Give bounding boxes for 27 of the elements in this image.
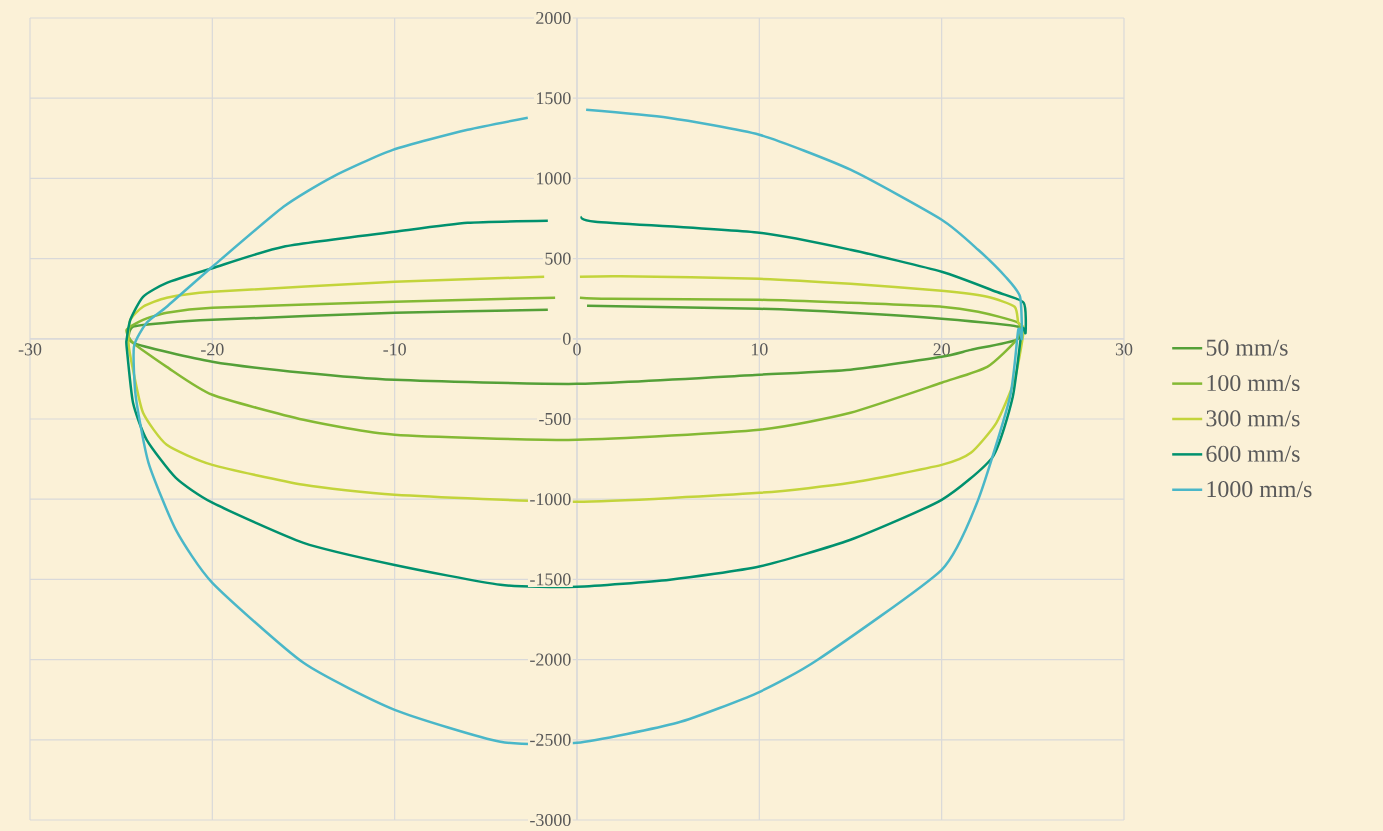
y-tick-label: -1000 — [530, 493, 571, 506]
line-series — [132, 108, 1024, 746]
x-tick-label: 0 — [573, 343, 581, 356]
legend-label: 100 mm/s — [1207, 374, 1300, 392]
x-tick-label: -30 — [18, 343, 42, 356]
y-tick-label: -2000 — [530, 653, 571, 666]
y-tick-label: 2000 — [536, 11, 571, 25]
x-tick-label: -10 — [383, 343, 406, 356]
y-tick-label: 500 — [545, 252, 571, 265]
legend-label: 50 mm/s — [1206, 339, 1288, 356]
y-tick-label: 0 — [563, 332, 571, 345]
x-tick-label: 20 — [933, 343, 950, 356]
legend-label: 300 mm/s — [1206, 410, 1300, 427]
line-series — [127, 274, 1025, 504]
y-tick-label: 1000 — [537, 172, 571, 185]
legend-label: 1000 mm/s — [1207, 481, 1312, 498]
y-tick-label: -3000 — [530, 813, 571, 827]
x-tick-label: 10 — [751, 343, 768, 356]
line-series — [125, 296, 1021, 442]
y-tick-label: -1500 — [530, 573, 571, 586]
x-tick-label: -20 — [201, 343, 224, 356]
y-tick-label: -500 — [539, 412, 571, 426]
x-tick-label: 30 — [1115, 343, 1133, 356]
legend-label: 600 mm/s — [1206, 445, 1300, 462]
y-tick-label: 1500 — [537, 92, 571, 105]
y-tick-label: -2500 — [530, 733, 571, 746]
line-series — [125, 215, 1027, 589]
